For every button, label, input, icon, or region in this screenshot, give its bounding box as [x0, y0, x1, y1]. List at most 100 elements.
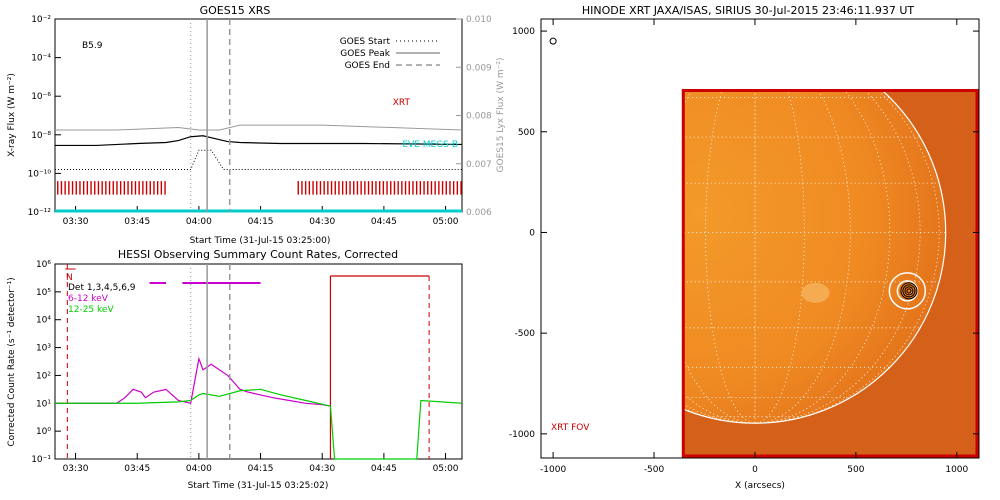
xrt-x-tick-label: -1000: [540, 465, 566, 475]
goes-bar: [116, 181, 117, 195]
hessi-y-tick-label: 10³: [36, 344, 51, 354]
goes-bar: [164, 181, 165, 195]
goes-bar: [409, 181, 410, 195]
goes-bar: [113, 181, 114, 195]
goes-bar: [346, 181, 347, 195]
goes-bar: [353, 181, 354, 195]
goes-bar: [76, 181, 77, 195]
hessi-x-tick-label: 05:00: [433, 464, 459, 474]
goes-y-tick-label: 10⁻⁶: [31, 92, 51, 102]
goes-annotation: B5.9: [82, 41, 103, 51]
goes-x-tick-label: 03:30: [63, 217, 89, 227]
xrt-y-tick-label: -500: [515, 329, 536, 339]
goes-bar: [446, 181, 447, 195]
goes-bar: [312, 181, 313, 195]
goes-bar: [397, 181, 398, 195]
goes-bar: [87, 181, 88, 195]
hessi-x-tick-label: 04:30: [309, 464, 335, 474]
hessi-x-tick-label: 04:45: [371, 464, 397, 474]
goes-bar: [364, 181, 365, 195]
goes-bar: [335, 181, 336, 195]
goes-bar: [460, 181, 461, 195]
goes-legend-end: GOES End: [345, 61, 390, 71]
goes-bar: [301, 181, 302, 195]
goes-bar: [368, 181, 369, 195]
hessi-y-axis: 10⁻¹10⁰10¹10²10³10⁴10⁵10⁶: [31, 260, 61, 465]
goes-x-tick-label: 04:15: [248, 217, 274, 227]
xrt-x-tick-label: 500: [847, 465, 864, 475]
xrt-fov-label: XRT FOV: [551, 423, 590, 433]
goes-bar: [416, 181, 417, 195]
goes-bar: [453, 181, 454, 195]
goes-bar: [146, 181, 147, 195]
hessi-legend-6-12: 6-12 keV: [68, 294, 109, 304]
hessi-panel: HESSI Observing Summary Count Rates, Cor…: [7, 248, 462, 491]
hessi-y-tick-label: 10¹: [36, 399, 51, 409]
goes-bar: [427, 181, 428, 195]
xrt-bright-patch: [802, 283, 830, 303]
goes-series-xrt: [55, 136, 462, 146]
xrt-y-tick-label: 0: [529, 228, 535, 238]
goes-bar: [298, 181, 299, 195]
xrt-title: HINODE XRT JAXA/ISAS, SIRIUS 30-Jul-2015…: [582, 4, 915, 17]
hessi-title: HESSI Observing Summary Count Rates, Cor…: [118, 248, 398, 261]
xrt-x-tick-label: -500: [644, 465, 665, 475]
hessi-y-tick-label: 10⁵: [36, 288, 51, 298]
goes-bar: [316, 181, 317, 195]
goes-bar: [323, 181, 324, 195]
goes-right-tick-label: 0.008: [466, 112, 492, 122]
hessi-x-tick-label: 03:30: [63, 464, 89, 474]
goes-bar: [394, 181, 395, 195]
goes-bar: [434, 181, 435, 195]
goes-bar: [90, 181, 91, 195]
goes-bar: [124, 181, 125, 195]
goes-xlabel: Start Time (31-Jul-15 03:25:00): [190, 236, 331, 246]
goes-x-axis: 03:30 03:45 04:00 04:15 04:30 04:45 05:00: [63, 206, 459, 227]
xrt-y-tick-label: 500: [518, 128, 535, 138]
figure: GOES15 XRS 10⁻¹²10⁻¹⁰10⁻⁸10⁻⁶10⁻⁴10⁻² 03…: [0, 0, 1000, 500]
hessi-y-tick-label: 10⁰: [36, 427, 51, 437]
hessi-y-tick-label: 10⁶: [36, 260, 51, 270]
xrt-sun-group: [564, 42, 945, 423]
goes-bar: [457, 181, 458, 195]
hessi-marker-n: N: [66, 273, 73, 283]
goes-bar: [79, 181, 80, 195]
hessi-ylabel: Corrected Count Rate (s⁻¹ detector⁻¹): [7, 277, 17, 446]
goes-bar: [98, 181, 99, 195]
goes-bar: [142, 181, 143, 195]
goes-bar: [342, 181, 343, 195]
goes-title: GOES15 XRS: [200, 4, 271, 17]
goes-ylabel-right: GOES15 Lyx Flux (W m⁻²): [496, 58, 506, 173]
goes-bar: [372, 181, 373, 195]
goes-bar: [405, 181, 406, 195]
hessi-xlabel: Start Time (31-Jul-15 03:25:02): [188, 481, 329, 491]
hessi-series-1: [55, 389, 462, 459]
goes-bar: [138, 181, 139, 195]
goes-bar: [57, 181, 58, 195]
hessi-x-axis: 03:30 03:45 04:00 04:15 04:30 04:45 05:00: [63, 453, 459, 474]
goes-bar: [305, 181, 306, 195]
goes-y-tick-label: 10⁻²: [31, 15, 51, 25]
goes-bar: [438, 181, 439, 195]
goes-bar: [64, 181, 65, 195]
goes-y-tick-label: 10⁻¹⁰: [28, 169, 52, 179]
goes-bar: [338, 181, 339, 195]
hessi-plot-frame: [55, 264, 462, 459]
goes-y-tick-label: 10⁻¹²: [28, 208, 52, 218]
goes-bar: [131, 181, 132, 195]
goes-bar: [135, 181, 136, 195]
goes-ylabel: X-ray Flux (W m⁻²): [7, 73, 17, 157]
goes-x-tick-label: 04:30: [309, 217, 335, 227]
goes-bar: [449, 181, 450, 195]
xrt-x-tick-label: 1000: [945, 465, 968, 475]
goes-x-tick-label: 04:45: [371, 217, 397, 227]
goes-bar: [61, 181, 62, 195]
goes-y-tick-label: 10⁻⁴: [31, 54, 51, 64]
hessi-x-tick-label: 03:45: [124, 464, 150, 474]
goes-plot-frame: [55, 19, 462, 212]
goes-x-tick-label: 04:00: [186, 217, 212, 227]
goes-bar: [109, 181, 110, 195]
goes-series-label-xrt: XRT: [393, 98, 411, 108]
goes-bar: [401, 181, 402, 195]
goes-bar: [83, 181, 84, 195]
